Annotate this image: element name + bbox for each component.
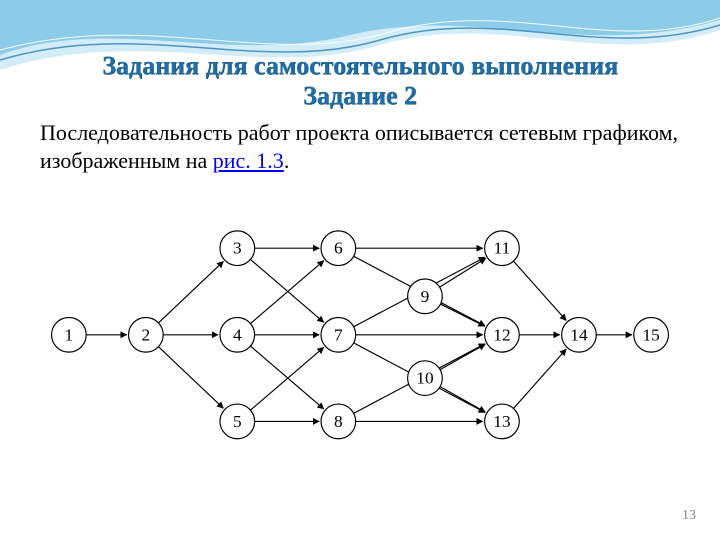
edge-4-6 [250, 261, 323, 324]
desc-prefix: Последовательность работ проекта описыва… [40, 120, 678, 173]
title-line2: Задание 2 [40, 81, 680, 111]
node-label-10: 10 [416, 369, 433, 388]
node-label-3: 3 [233, 239, 242, 258]
node-label-7: 7 [334, 325, 343, 344]
edge-2-3 [158, 261, 223, 322]
edge-2-5 [158, 347, 223, 408]
edge-10-13 [440, 387, 485, 412]
node-label-15: 15 [642, 325, 659, 344]
node-label-4: 4 [233, 325, 242, 344]
edge-9-12 [440, 304, 484, 326]
edge-11-14 [513, 261, 566, 320]
node-label-11: 11 [494, 239, 511, 258]
node-label-6: 6 [334, 239, 343, 258]
node-label-12: 12 [493, 325, 510, 344]
network-diagram: 123456789101112131415 [40, 200, 680, 460]
node-label-9: 9 [421, 287, 430, 306]
edges [86, 248, 632, 421]
node-label-2: 2 [142, 325, 151, 344]
node-label-8: 8 [334, 412, 343, 431]
page-number: 13 [682, 508, 696, 524]
edge-9-11 [440, 258, 486, 287]
node-label-14: 14 [570, 325, 588, 344]
node-label-5: 5 [233, 412, 242, 431]
node-label-1: 1 [65, 325, 74, 344]
title-line1: Задания для самостоятельного выполнения [40, 50, 680, 81]
edge-10-12 [440, 344, 485, 369]
description: Последовательность работ проекта описыва… [40, 119, 680, 174]
edge-5-7 [250, 347, 323, 410]
figure-link[interactable]: рис. 1.3 [213, 148, 284, 173]
node-label-13: 13 [493, 412, 510, 431]
edge-4-8 [250, 346, 323, 409]
edge-3-7 [250, 259, 323, 322]
content-area: Задания для самостоятельного выполнения … [0, 0, 720, 174]
desc-suffix: . [284, 148, 290, 173]
edge-13-14 [513, 349, 566, 408]
